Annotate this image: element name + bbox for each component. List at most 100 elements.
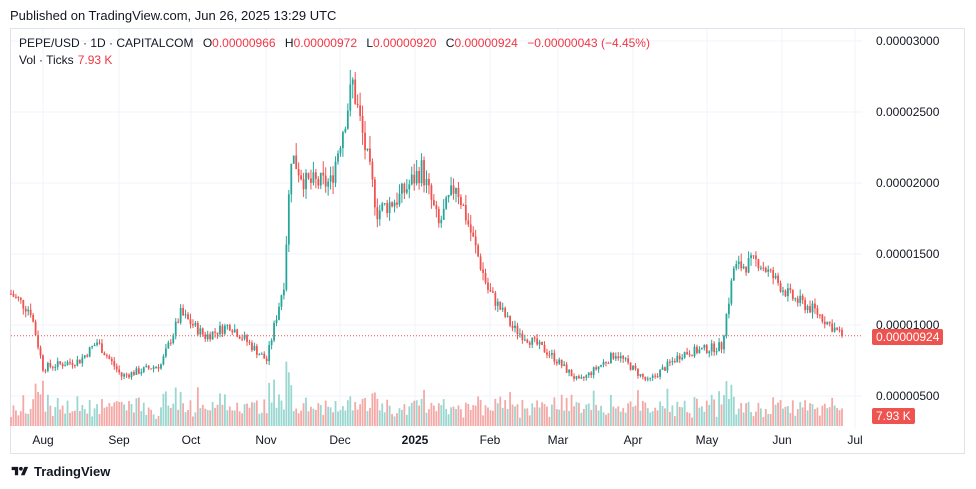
volume-bar [769,413,772,426]
candle-body [376,207,379,220]
volume-bar [371,393,374,426]
volume-bar [477,396,480,426]
symbol-title[interactable]: PEPE/USD · 1D · CAPITALCOM [19,36,194,50]
x-tick-label: Apr [624,433,643,447]
volume-bar [22,395,25,426]
volume-value: 7.93 K [77,53,113,67]
volume-bar [98,414,101,426]
volume-bar [241,413,244,426]
candle-body [150,368,153,370]
high-value: 0.00000972 [293,36,357,50]
volume-bar [64,413,66,426]
candle-body [42,355,44,371]
volume-bar [666,388,669,426]
candle-body [472,232,475,237]
volume-bar [167,405,170,426]
volume-bar [12,405,15,426]
volume-bar [42,380,44,426]
candle-body [595,367,598,370]
candle-body [582,377,585,379]
candle-body [592,367,595,376]
candle-body [469,224,472,233]
candle-body [804,300,807,311]
low-value: 0.00000920 [373,36,437,50]
candle-body [49,362,52,367]
volume-bar [344,410,347,426]
candle-body [268,344,271,362]
candle-body [501,307,504,310]
brand-label: TradingView [34,464,111,479]
volume-bar [587,403,590,426]
candle-body [666,361,669,371]
candle-body [425,178,428,186]
volume-bar [236,402,239,426]
candle-body [408,184,411,190]
volume-label[interactable]: Vol · Ticks [19,53,74,67]
candle-body [732,268,735,281]
volume-bar [113,402,116,426]
candle-body [688,354,691,356]
volume-bar [708,404,711,426]
high-label: H [284,36,294,50]
tradingview-brand[interactable]: TradingView [10,464,110,479]
candle-body [821,314,824,322]
volume-bar [155,418,157,426]
candle-body [125,374,128,376]
volume-bar [757,402,760,426]
candle-body [228,325,231,331]
candle-body [664,367,666,371]
candle-body [231,330,234,333]
volume-bar [300,410,303,426]
candle-body [816,308,819,315]
candles [10,69,843,382]
volume-bar [177,409,180,426]
candle-body [457,188,460,197]
volume-bar [101,399,103,426]
candle-body [752,255,755,257]
volume-bar [174,387,177,426]
candle-body [243,335,246,339]
candle-body [772,270,775,279]
candle-body [755,255,757,260]
candle-body [791,290,794,300]
candle-body [445,197,448,209]
volume-bar [523,408,526,426]
candle-body [818,314,821,316]
volume-bar [619,411,622,426]
volume-bar [499,396,502,426]
volume-bar [609,394,612,426]
volume-bar [359,404,362,426]
x-tick-label: Oct [182,433,201,447]
candle-body [740,261,743,269]
candle-body [22,300,25,309]
candle-body [553,353,556,362]
candle-body [273,322,275,341]
candle-body [354,79,357,104]
candle-body [140,371,143,374]
candle-body [120,372,123,377]
candle-body [69,362,71,364]
candle-body [373,179,376,208]
volume-bar [519,417,521,426]
volume-bar [787,406,789,426]
published-note: Published on TradingView.com, Jun 26, 20… [10,8,337,23]
volume-bar [713,399,716,426]
candle-body [777,275,779,284]
candle-body [735,264,738,269]
volume-bar [550,404,553,426]
candle-body [105,355,108,357]
volume-bar [61,405,64,426]
candle-body [462,205,465,207]
volume-bar [369,407,371,426]
volume-bar [516,404,519,426]
candle-body [199,328,202,335]
candle-body [246,335,248,342]
candle-body [597,366,600,370]
volume-bar [346,400,349,426]
volume-bar [228,406,231,426]
candle-body [371,161,374,180]
volume-bar [81,405,84,426]
volume-bar [531,403,534,426]
volume-bar [482,415,484,426]
